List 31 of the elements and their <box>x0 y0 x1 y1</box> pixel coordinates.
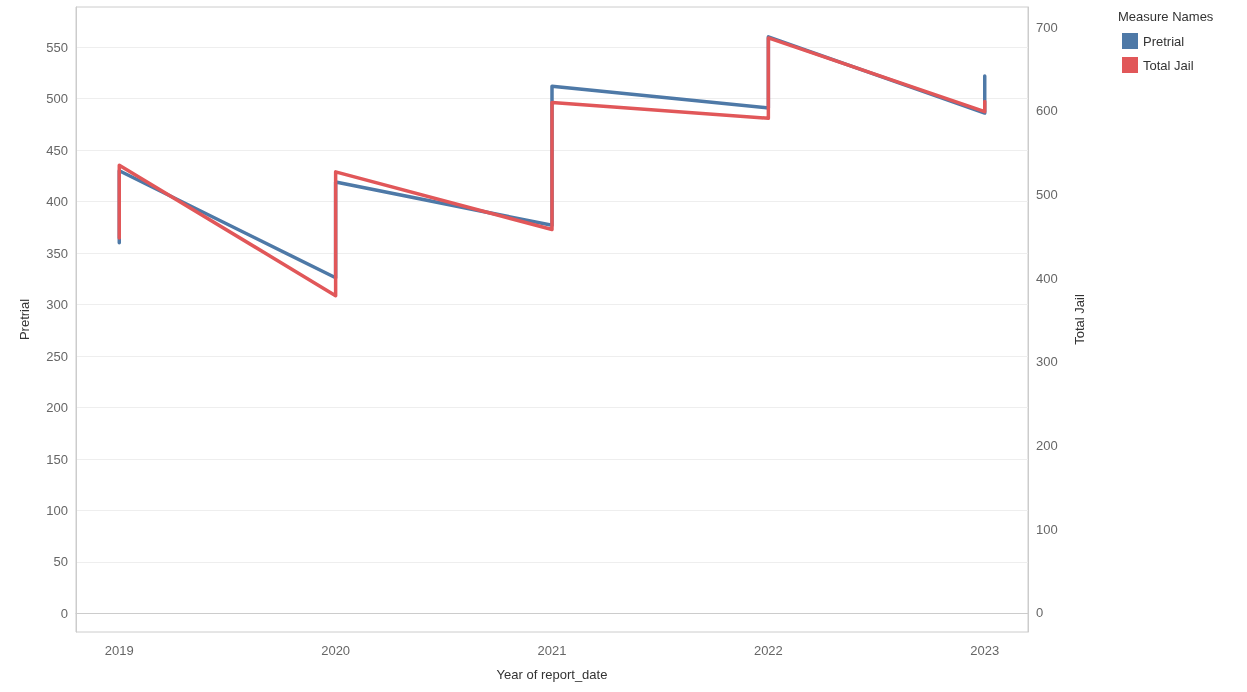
y-tick-label: 200 <box>46 400 68 416</box>
y2-tick-label: 500 <box>1036 186 1058 202</box>
y-tick-label: 150 <box>46 451 68 467</box>
x-tick-label: 2021 <box>537 643 567 658</box>
y2-axis-title: Total Jail <box>1072 294 1087 345</box>
x-tick-label: 2023 <box>970 643 1000 658</box>
x-tick-label: 2019 <box>104 643 134 658</box>
x-tick-label: 2022 <box>753 643 783 658</box>
y-tick-label: 100 <box>46 503 68 518</box>
legend-label: Pretrial <box>1143 33 1185 49</box>
y2-tick-label: 200 <box>1036 437 1058 453</box>
y2-tick-label: 600 <box>1036 103 1058 119</box>
x-tick-label: 2020 <box>321 643 351 658</box>
y-tick-label: 450 <box>46 142 68 158</box>
y-axis-title: Pretrial <box>17 298 32 341</box>
y-tick-label: 550 <box>46 39 68 55</box>
y2-tick-label: 400 <box>1036 270 1058 286</box>
legend-title: Measure Names <box>1118 9 1214 24</box>
y-tick-label: 0 <box>60 605 68 621</box>
y-tick-label: 50 <box>53 554 68 570</box>
y-tick-label: 250 <box>46 348 68 364</box>
y2-tick-label: 700 <box>1036 19 1058 35</box>
y2-tick-label: 100 <box>1036 521 1058 537</box>
y2-tick-label: 300 <box>1036 354 1058 370</box>
x-axis-title: Year of report_date <box>496 667 608 682</box>
y-tick-label: 400 <box>46 194 68 210</box>
legend-label: Total Jail <box>1143 57 1194 73</box>
y2-tick-label: 0 <box>1036 605 1044 621</box>
y-tick-label: 300 <box>46 297 68 313</box>
y-tick-label: 500 <box>46 91 68 107</box>
y-tick-label: 350 <box>46 245 68 261</box>
